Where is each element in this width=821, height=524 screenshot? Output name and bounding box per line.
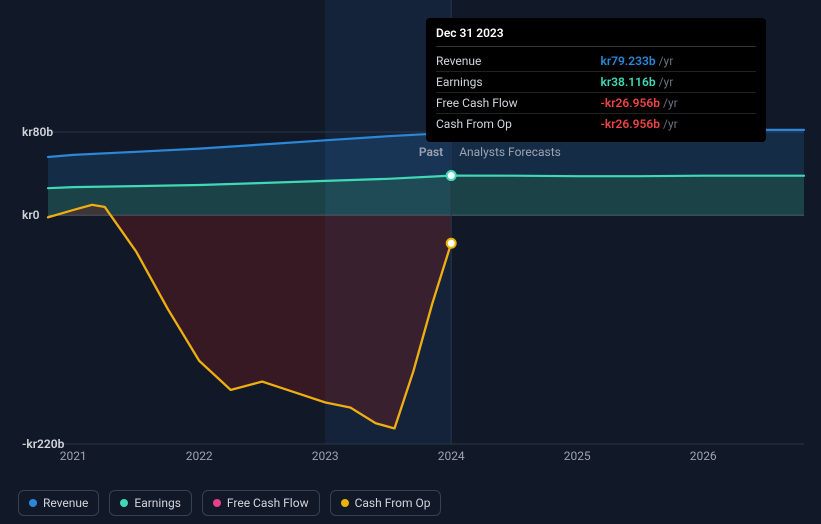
svg-text:Analysts Forecasts: Analysts Forecasts <box>459 145 561 159</box>
tooltip-row-value: kr79.233b/yr <box>601 51 757 72</box>
tooltip-row: Revenuekr79.233b/yr <box>436 51 756 72</box>
tooltip-row: Earningskr38.116b/yr <box>436 72 756 93</box>
legend-dot <box>213 499 221 507</box>
svg-text:2022: 2022 <box>186 449 213 463</box>
svg-text:2026: 2026 <box>690 449 717 463</box>
svg-text:Past: Past <box>419 145 443 159</box>
tooltip-row-value: -kr26.956b/yr <box>601 114 757 135</box>
tooltip-row: Free Cash Flow-kr26.956b/yr <box>436 93 756 114</box>
legend-label: Free Cash Flow <box>227 496 309 510</box>
svg-text:2025: 2025 <box>564 449 591 463</box>
legend-label: Revenue <box>43 496 88 510</box>
legend-item-fcf[interactable]: Free Cash Flow <box>202 490 320 516</box>
tooltip-date: Dec 31 2023 <box>436 26 756 47</box>
tooltip-row-label: Revenue <box>436 51 601 72</box>
tooltip-row: Cash From Op-kr26.956b/yr <box>436 114 756 135</box>
svg-text:2021: 2021 <box>60 449 87 463</box>
tooltip-row-label: Free Cash Flow <box>436 93 601 114</box>
svg-text:2024: 2024 <box>438 449 465 463</box>
svg-text:2023: 2023 <box>312 449 339 463</box>
legend-dot <box>120 499 128 507</box>
legend-label: Earnings <box>134 496 181 510</box>
tooltip-row-value: kr38.116b/yr <box>601 72 757 93</box>
svg-text:kr80b: kr80b <box>22 125 53 139</box>
legend-dot <box>29 499 37 507</box>
svg-text:-kr220b: -kr220b <box>22 437 65 451</box>
chart-legend: Revenue Earnings Free Cash Flow Cash From O… <box>18 490 441 516</box>
legend-dot <box>341 499 349 507</box>
legend-item-revenue[interactable]: Revenue <box>18 490 99 516</box>
chart-tooltip: Dec 31 2023 Revenuekr79.233b/yrEarningsk… <box>426 18 766 142</box>
svg-text:kr0: kr0 <box>22 208 40 222</box>
tooltip-row-label: Cash From Op <box>436 114 601 135</box>
tooltip-row-label: Earnings <box>436 72 601 93</box>
legend-item-earnings[interactable]: Earnings <box>109 490 192 516</box>
tooltip-row-value: -kr26.956b/yr <box>601 93 757 114</box>
legend-item-cfo[interactable]: Cash From Op <box>330 490 442 516</box>
chart-container: kr80b kr0 -kr220b Past Analysts Forecasts 202… <box>0 0 821 524</box>
legend-label: Cash From Op <box>355 496 431 510</box>
tooltip-table: Revenuekr79.233b/yrEarningskr38.116b/yrF… <box>436 51 756 134</box>
